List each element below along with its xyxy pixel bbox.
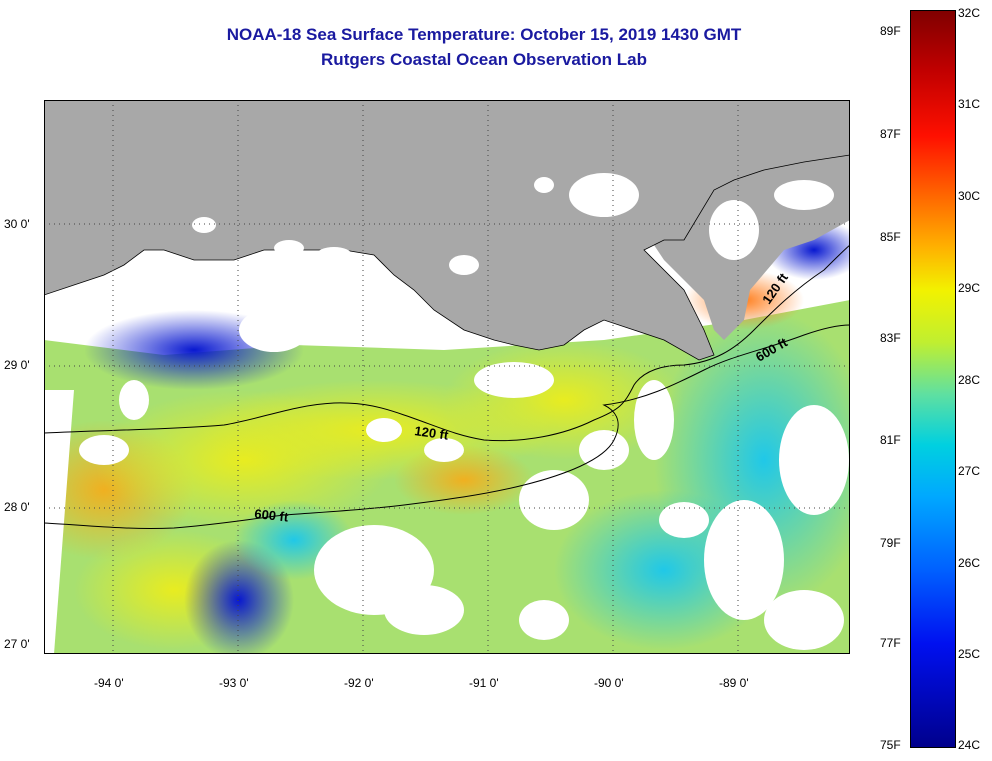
colorbar-f-label: 77F (880, 636, 901, 650)
lon-label: -92 0' (344, 676, 374, 690)
lon-label: -89 0' (719, 676, 749, 690)
bathymetry-contours (44, 244, 850, 529)
lat-label: 27 0' (4, 637, 30, 651)
colorbar-f-label: 85F (880, 230, 901, 244)
lat-label: 29 0' (4, 358, 30, 372)
lon-label: -93 0' (219, 676, 249, 690)
colorbar-f-label: 79F (880, 536, 901, 550)
lon-label: -91 0' (469, 676, 499, 690)
contour-label: 600 ft (254, 506, 290, 525)
lat-label: 30 0' (4, 217, 30, 231)
colorbar-c-label: 32C (958, 6, 981, 20)
colorbar-f-label: 87F (880, 127, 901, 141)
colorbar-c-label: 29C (958, 281, 981, 295)
colorbar-c-label: 27C (958, 464, 981, 478)
colorbar-c-label: 25C (958, 647, 981, 661)
colorbar-c-label: 24C (958, 738, 981, 752)
colorbar-c-label: 30C (958, 189, 981, 203)
colorbar (910, 10, 956, 748)
lon-label: -94 0' (94, 676, 124, 690)
lon-label: -90 0' (594, 676, 624, 690)
lat-label: 28 0' (4, 500, 30, 514)
colorbar-c-label: 26C (958, 556, 981, 570)
map-subtitle: Rutgers Coastal Ocean Observation Lab (321, 50, 647, 69)
colorbar-f-label: 75F (880, 738, 901, 752)
map-title: NOAA-18 Sea Surface Temperature: October… (226, 25, 742, 44)
colorbar-f-label: 83F (880, 331, 901, 345)
contour-label: 120 ft (414, 423, 450, 443)
colorbar-f-label: 89F (880, 24, 901, 38)
colorbar-f-label: 81F (880, 433, 901, 447)
cloud-areas (79, 308, 849, 650)
colorbar-c-label: 28C (958, 373, 981, 387)
sst-map: 120 ft 600 ft 120 ft 600 ft (44, 100, 850, 654)
colorbar-c-label: 31C (958, 97, 981, 111)
